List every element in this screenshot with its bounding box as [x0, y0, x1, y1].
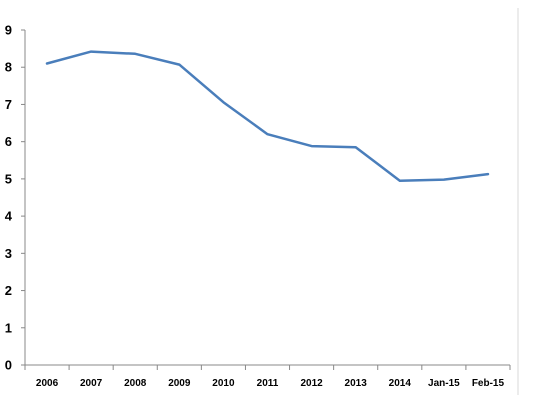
- axes: [21, 8, 519, 395]
- data-point: [266, 133, 268, 135]
- y-tick-label: 4: [5, 209, 13, 224]
- y-tick-label: 2: [5, 283, 12, 298]
- data-point: [487, 173, 489, 175]
- x-tick-label: Feb-15: [472, 378, 505, 389]
- data-point: [354, 146, 356, 148]
- y-tick-label: 5: [5, 171, 12, 186]
- y-tick-label: 8: [5, 60, 12, 75]
- x-tick-label: 2010: [212, 378, 235, 389]
- x-tick-label: 2011: [257, 378, 279, 389]
- x-tick-label: 2009: [168, 378, 191, 389]
- series-line: [45, 50, 490, 182]
- x-tick-label: 2008: [124, 378, 147, 389]
- y-tick-label: 9: [5, 23, 12, 38]
- y-tick-label: 3: [5, 246, 12, 261]
- x-tick-label: 2007: [80, 378, 103, 389]
- data-point: [46, 62, 48, 64]
- data-point: [443, 178, 445, 180]
- x-axis-tick-labels: 2006 2007 2008 2009 2010 2011 2012 2013 2014 Jan-…: [36, 378, 505, 389]
- series-layer: [45, 50, 490, 182]
- y-tick-label: 1: [5, 320, 12, 335]
- y-tick-label: 0: [5, 358, 12, 373]
- data-point: [134, 53, 136, 55]
- data-point: [178, 63, 180, 65]
- data-point: [222, 101, 224, 103]
- x-tick-label: 2012: [300, 378, 323, 389]
- x-tick-label: 2014: [389, 378, 412, 389]
- x-tick-label: Jan-15: [428, 378, 460, 389]
- data-point: [310, 145, 312, 147]
- y-axis-tick-labels: 0 1 2 3 4 5 6 7 8 9: [5, 23, 13, 373]
- x-tick-label: 2006: [36, 378, 59, 389]
- y-tick-label: 6: [5, 134, 12, 149]
- x-tick-label: 2013: [345, 378, 368, 389]
- data-point: [90, 50, 92, 52]
- data-point: [399, 180, 401, 182]
- y-tick-label: 7: [5, 97, 12, 112]
